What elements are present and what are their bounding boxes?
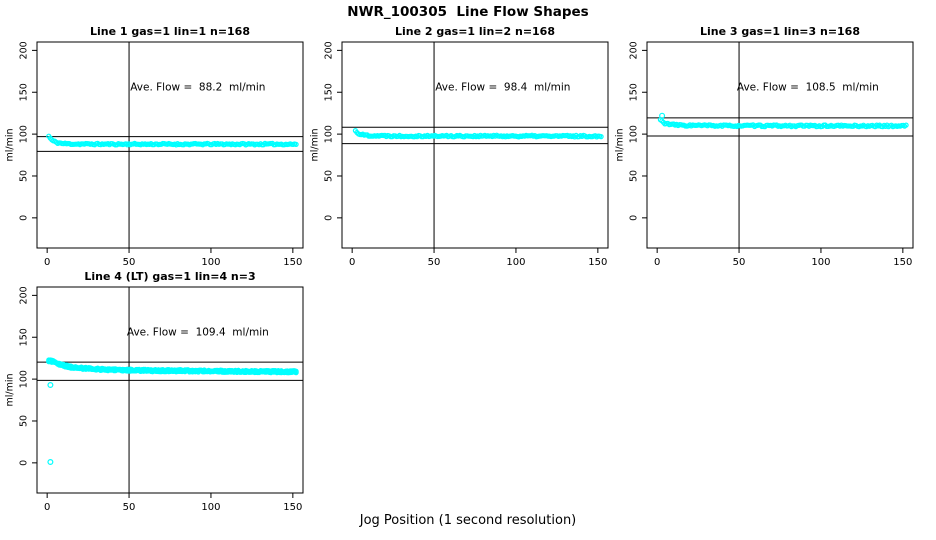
y-tick-label: 200 xyxy=(19,41,30,59)
y-axis-label: ml/min xyxy=(310,128,321,161)
outlier-point xyxy=(47,459,54,466)
y-tick-label: 200 xyxy=(324,41,335,59)
outlier-point xyxy=(659,112,666,119)
y-tick-label: 100 xyxy=(19,370,30,388)
ave-flow-annotation: Ave. Flow = 98.4 ml/min xyxy=(435,82,570,94)
subplot-line-4: Line 4 (LT) gas=1 lin=4 n=3 0 50 100 150 200 m… xyxy=(5,270,304,513)
y-tick-label: 150 xyxy=(19,328,30,346)
x-tick-label: 100 xyxy=(201,502,220,513)
x-tick-label: 50 xyxy=(428,257,441,268)
subplot-title: Line 1 gas=1 lin=1 n=168 xyxy=(90,25,250,38)
y-tick-label: 100 xyxy=(19,125,30,143)
data-points xyxy=(352,128,604,140)
subplot-line-3: Line 3 gas=1 lin=3 n=168 0 50 100 150 200 ml/m… xyxy=(615,25,914,268)
x-tick-label: 100 xyxy=(506,257,525,268)
y-axis-label: ml/min xyxy=(5,373,16,406)
data-points xyxy=(46,357,299,466)
plot-box xyxy=(36,41,304,249)
data-points xyxy=(46,133,299,148)
x-tick-label: 150 xyxy=(283,257,302,268)
y-tick-label: 0 xyxy=(324,215,335,221)
y-tick-label: 200 xyxy=(629,41,640,59)
y-tick-label: 50 xyxy=(19,415,30,427)
x-axis-caption: Jog Position (1 second resolution) xyxy=(359,513,577,528)
x-tick-label: 100 xyxy=(811,257,830,268)
x-tick-label: 0 xyxy=(44,502,50,513)
ave-flow-annotation: Ave. Flow = 108.5 ml/min xyxy=(737,82,879,94)
plot-box xyxy=(646,41,914,249)
y-axis-label: ml/min xyxy=(5,128,16,161)
x-tick-label: 50 xyxy=(123,502,136,513)
x-tick-label: 50 xyxy=(733,257,746,268)
subplot-line-2: Line 2 gas=1 lin=2 n=168 0 50 100 150 200 ml/m… xyxy=(310,25,609,268)
plot-box xyxy=(36,286,304,494)
plot-box xyxy=(341,41,609,249)
x-tick-label: 0 xyxy=(349,257,355,268)
y-axis-label: ml/min xyxy=(615,128,626,161)
ave-flow-annotation: Ave. Flow = 109.4 ml/min xyxy=(127,327,269,339)
x-tick-label: 0 xyxy=(44,257,50,268)
x-tick-label: 100 xyxy=(201,257,220,268)
y-tick-label: 150 xyxy=(629,83,640,101)
ave-flow-annotation: Ave. Flow = 88.2 ml/min xyxy=(130,82,265,94)
subplot-line-1: Line 1 gas=1 lin=1 n=168 0 50 100 150 200 ml/m… xyxy=(5,25,304,268)
figure-title: NWR_100305 Line Flow Shapes xyxy=(347,4,589,20)
y-tick-label: 0 xyxy=(629,215,640,221)
x-tick-label: 150 xyxy=(588,257,607,268)
x-tick-label: 50 xyxy=(123,257,136,268)
x-tick-label: 150 xyxy=(893,257,912,268)
subplot-title: Line 3 gas=1 lin=3 n=168 xyxy=(700,25,860,38)
y-tick-label: 150 xyxy=(324,83,335,101)
subplot-title: Line 4 (LT) gas=1 lin=4 n=3 xyxy=(84,270,255,283)
y-tick-label: 100 xyxy=(629,125,640,143)
y-tick-label: 50 xyxy=(19,170,30,182)
y-tick-label: 150 xyxy=(19,83,30,101)
y-tick-label: 100 xyxy=(324,125,335,143)
outlier-point xyxy=(47,382,54,389)
x-tick-label: 0 xyxy=(654,257,660,268)
subplot-title: Line 2 gas=1 lin=2 n=168 xyxy=(395,25,555,38)
data-points xyxy=(657,112,909,130)
y-tick-label: 200 xyxy=(19,286,30,304)
x-tick-label: 150 xyxy=(283,502,302,513)
y-tick-label: 0 xyxy=(19,460,30,466)
y-tick-label: 0 xyxy=(19,215,30,221)
y-tick-label: 50 xyxy=(324,170,335,182)
y-tick-label: 50 xyxy=(629,170,640,182)
